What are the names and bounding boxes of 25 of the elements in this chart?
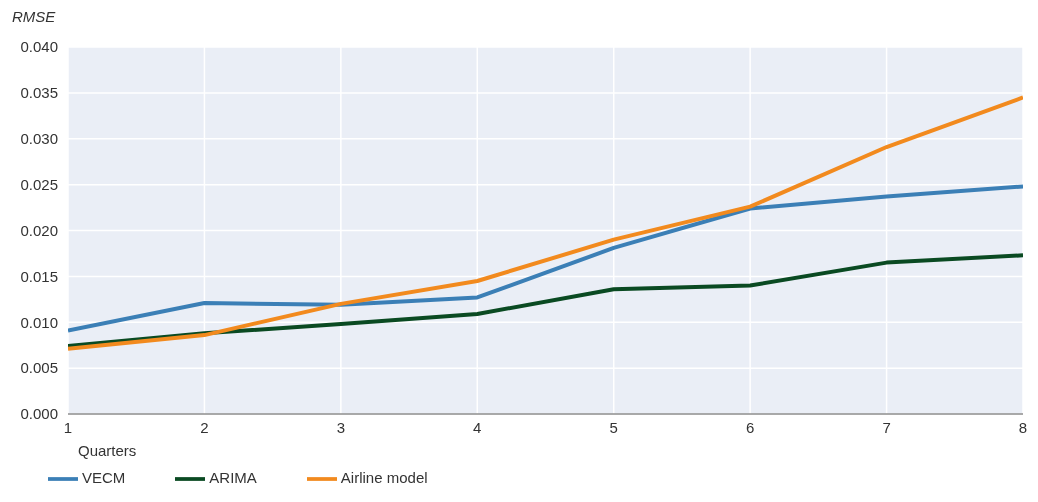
legend-label: ARIMA [209, 468, 257, 486]
x-tick-label: 8 [1018, 418, 1028, 436]
x-tick-label: 2 [200, 418, 209, 436]
line-series [68, 95, 1023, 351]
x-axis-title: Quarters [78, 442, 137, 459]
x-tick-label: 1 [63, 418, 73, 436]
y-tick-label: 0.015 [20, 267, 58, 285]
y-tick-label: 0.040 [20, 38, 58, 56]
x-tick-label: 5 [609, 418, 618, 436]
y-tick-label: 0.025 [20, 175, 58, 193]
x-tick-label: 3 [336, 418, 346, 436]
x-tick-label: 6 [745, 418, 755, 436]
y-tick-label: 0.010 [20, 313, 58, 331]
y-tick-label: 0.000 [20, 405, 58, 423]
line-series [68, 253, 1023, 349]
x-tick-label: 7 [882, 418, 891, 436]
legend-label: VECM [82, 468, 126, 486]
y-axis-title: RMSE [12, 8, 56, 25]
y-tick-label: 0.035 [20, 84, 58, 102]
y-tick-label: 0.030 [20, 130, 58, 148]
legend-label: Airline model [340, 468, 428, 486]
y-tick-label: 0.020 [20, 221, 58, 239]
x-tick-label: 4 [473, 418, 482, 436]
y-tick-label: 0.005 [20, 359, 58, 377]
line-series [68, 184, 1023, 333]
